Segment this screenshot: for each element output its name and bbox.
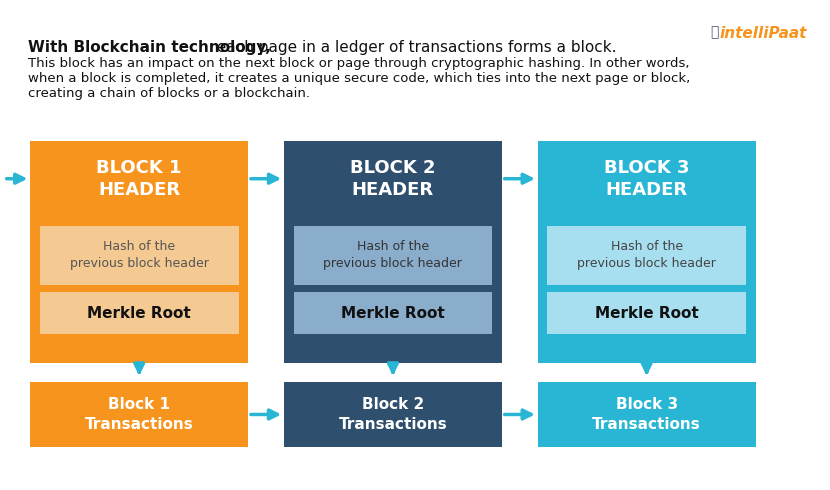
Text: Block 1
Transactions: Block 1 Transactions bbox=[85, 397, 193, 432]
Bar bbox=[284, 382, 502, 447]
Text: Block 3
Transactions: Block 3 Transactions bbox=[593, 397, 701, 432]
Text: each page in a ledger of transactions forms a block.: each page in a ledger of transactions fo… bbox=[212, 40, 617, 55]
Text: Merkle Root: Merkle Root bbox=[87, 306, 191, 320]
Text: BLOCK 3
HEADER: BLOCK 3 HEADER bbox=[604, 159, 690, 199]
Text: intelliPaat: intelliPaat bbox=[720, 26, 807, 42]
Text: intellipaat.com: intellipaat.com bbox=[95, 283, 179, 293]
Text: creating a chain of blocks or a blockchain.: creating a chain of blocks or a blockcha… bbox=[28, 87, 310, 100]
Text: Merkle Root: Merkle Root bbox=[595, 306, 699, 320]
Bar bbox=[538, 141, 755, 364]
Bar bbox=[294, 293, 492, 334]
Text: intellipaat.com: intellipaat.com bbox=[607, 415, 691, 425]
Text: With Blockchain technology,: With Blockchain technology, bbox=[28, 40, 271, 55]
Bar bbox=[294, 226, 492, 285]
Text: Hash of the
previous block header: Hash of the previous block header bbox=[70, 241, 208, 270]
Text: when a block is completed, it creates a unique secure code, which ties into the : when a block is completed, it creates a … bbox=[28, 72, 691, 85]
Text: intellipaat.com: intellipaat.com bbox=[351, 283, 435, 293]
Text: 🏃: 🏃 bbox=[710, 25, 719, 40]
Bar bbox=[31, 141, 248, 364]
Bar bbox=[40, 293, 238, 334]
Text: Hash of the
previous block header: Hash of the previous block header bbox=[577, 241, 716, 270]
Bar bbox=[547, 293, 746, 334]
Text: Merkle Root: Merkle Root bbox=[341, 306, 445, 320]
Bar bbox=[547, 226, 746, 285]
Bar bbox=[40, 226, 238, 285]
Bar bbox=[538, 382, 755, 447]
Text: Hash of the
previous block header: Hash of the previous block header bbox=[324, 241, 462, 270]
Bar bbox=[31, 382, 248, 447]
Text: BLOCK 1
HEADER: BLOCK 1 HEADER bbox=[96, 159, 182, 199]
Text: BLOCK 2
HEADER: BLOCK 2 HEADER bbox=[350, 159, 436, 199]
Text: intellipaat.com: intellipaat.com bbox=[95, 415, 179, 425]
Text: intellipaat.com: intellipaat.com bbox=[351, 415, 435, 425]
Text: intellipaat.com: intellipaat.com bbox=[607, 283, 691, 293]
Text: This block has an impact on the next block or page through cryptographic hashing: This block has an impact on the next blo… bbox=[28, 57, 690, 70]
Text: Block 2
Transactions: Block 2 Transactions bbox=[339, 397, 447, 432]
Bar bbox=[284, 141, 502, 364]
